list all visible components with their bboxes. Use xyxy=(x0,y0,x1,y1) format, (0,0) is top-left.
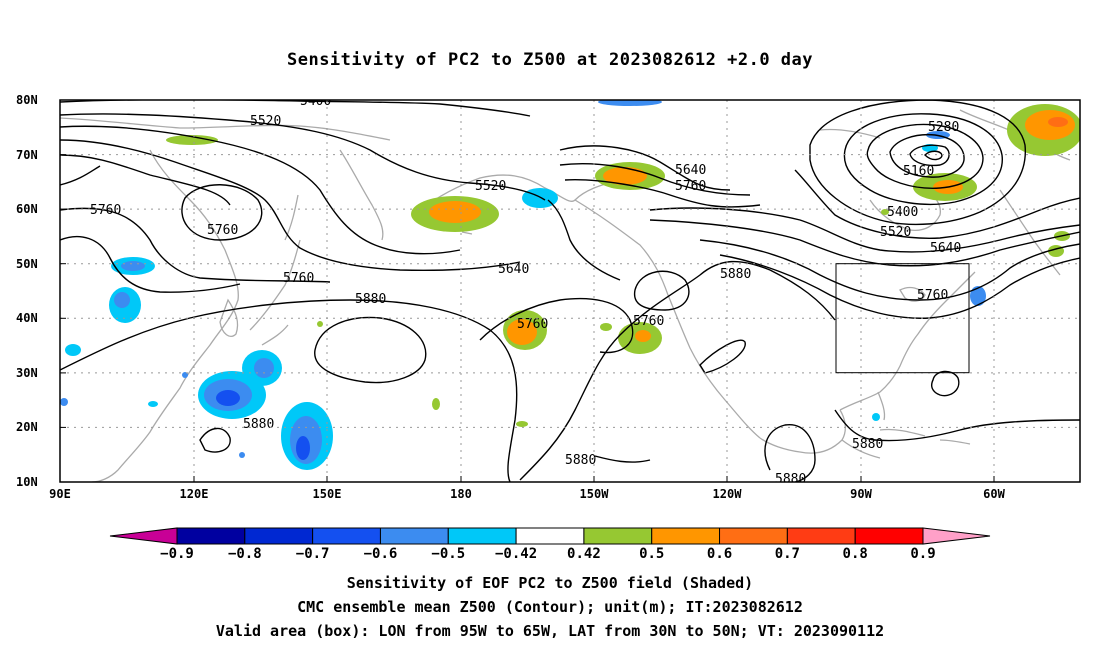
map-frame xyxy=(59,99,1081,483)
colorbar-segment xyxy=(515,527,585,545)
colorbar-label: −0.42 xyxy=(495,546,537,562)
footer-line-3: Valid area (box): LON from 95W to 65W, L… xyxy=(215,622,885,640)
contour-label: 5880 xyxy=(852,437,883,452)
negative-shading xyxy=(60,100,986,470)
footer-line-2: CMC ensemble mean Z500 (Contour); unit(m… xyxy=(297,598,803,616)
colorbar-segment xyxy=(447,527,517,545)
lon-label: 60W xyxy=(983,487,1005,501)
lat-label: 80N xyxy=(16,93,38,107)
lat-label: 60N xyxy=(16,202,38,216)
contour-label: 5160 xyxy=(903,164,934,179)
contour-label: 5760 xyxy=(675,179,706,194)
colorbar-label: 0.8 xyxy=(843,546,868,562)
contour-label: 5640 xyxy=(930,241,961,256)
axis-ticks xyxy=(60,99,995,483)
contour-label: 5640 xyxy=(498,262,529,277)
contour-label: 5760 xyxy=(283,271,314,286)
contour-label: 5280 xyxy=(928,120,959,135)
lat-label: 20N xyxy=(16,420,38,434)
contour-label: 5880 xyxy=(243,417,274,432)
longitude-labels: 90E 120E 150E 180 150W 120W 90W 60W xyxy=(49,487,1005,501)
colorbar-segment xyxy=(379,527,449,545)
lat-label: 30N xyxy=(16,366,38,380)
colorbar-segment xyxy=(719,527,788,545)
colorbar-segment xyxy=(109,527,178,545)
colorbar-label: 0.7 xyxy=(775,546,800,562)
colorbar-label: 0.42 xyxy=(567,546,601,562)
colorbar-label: 0.6 xyxy=(707,546,732,562)
contour-label: 5400 xyxy=(300,94,331,109)
colorbar-label: −0.6 xyxy=(364,546,398,562)
contour-label: 5400 xyxy=(887,205,918,220)
contour-label: 5880 xyxy=(720,267,751,282)
valid-area-box xyxy=(835,263,970,374)
z500-contours xyxy=(60,100,1080,482)
lon-label: 90E xyxy=(49,487,71,501)
colorbar: −0.9 −0.8 −0.7 −0.6 −0.5 −0.42 0.42 0.5 0.6 0.7 0.… xyxy=(109,527,991,562)
latitude-labels: 80N 70N 60N 50N 40N 30N 20N 10N xyxy=(16,93,38,489)
colorbar-segment xyxy=(244,527,314,545)
lat-label: 70N xyxy=(16,148,38,162)
contour-label: 5760 xyxy=(207,223,238,238)
contour-label: 5520 xyxy=(250,114,281,129)
colorbar-segment xyxy=(651,527,721,545)
gridlines xyxy=(60,100,1080,482)
colorbar-segment xyxy=(583,527,653,545)
lon-label: 90W xyxy=(850,487,872,501)
sensitivity-shading xyxy=(60,100,1080,470)
contour-labels: 5400 5520 5760 5760 5520 5640 5760 5640 … xyxy=(90,94,961,487)
contour-label: 5880 xyxy=(355,292,386,307)
lat-label: 50N xyxy=(16,257,38,271)
contour-label: 5520 xyxy=(475,179,506,194)
footer-line-1: Sensitivity of EOF PC2 to Z500 field (Sh… xyxy=(346,574,754,592)
colorbar-label: 0.9 xyxy=(910,546,935,562)
contour-label: 5640 xyxy=(675,163,706,178)
colorbar-segment xyxy=(854,527,924,545)
colorbar-segment xyxy=(312,527,381,545)
contour-label: 5520 xyxy=(880,225,911,240)
colorbar-segment xyxy=(786,527,856,545)
contour-label: 5880 xyxy=(775,472,806,487)
colorbar-label: −0.5 xyxy=(431,546,465,562)
contour-label: 5760 xyxy=(90,203,121,218)
lon-label: 180 xyxy=(450,487,472,501)
colorbar-label: −0.7 xyxy=(296,546,330,562)
colorbar-segment xyxy=(922,527,991,545)
lon-label: 150W xyxy=(580,487,610,501)
contour-label: 5760 xyxy=(917,288,948,303)
lon-label: 120W xyxy=(713,487,743,501)
contour-label: 5760 xyxy=(517,317,548,332)
colorbar-label: −0.9 xyxy=(160,546,194,562)
contour-label: 5880 xyxy=(565,453,596,468)
colorbar-label: −0.8 xyxy=(228,546,262,562)
lon-label: 120E xyxy=(180,487,209,501)
colorbar-label: 0.5 xyxy=(639,546,664,562)
map-title: Sensitivity of PC2 to Z500 at 2023082612… xyxy=(286,50,813,70)
lon-label: 150E xyxy=(313,487,342,501)
colorbar-segment xyxy=(176,527,246,545)
contour-label: 5760 xyxy=(633,314,664,329)
lat-label: 40N xyxy=(16,311,38,325)
lat-label: 10N xyxy=(16,475,38,489)
